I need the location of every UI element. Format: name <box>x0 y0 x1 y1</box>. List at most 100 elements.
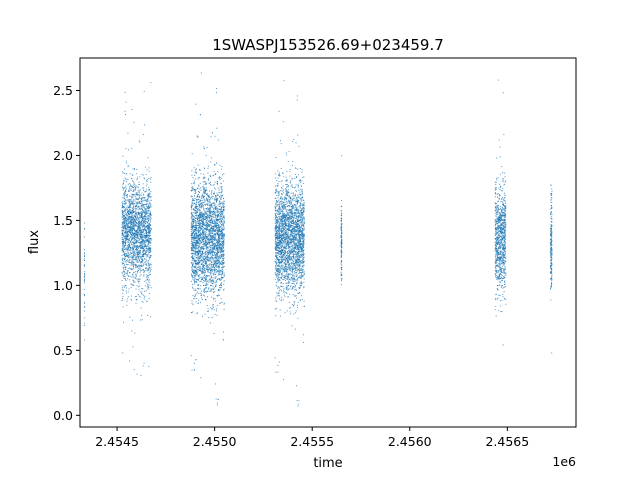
data-point <box>126 259 128 261</box>
data-point <box>127 206 129 208</box>
data-point <box>216 250 218 252</box>
data-point <box>194 225 196 227</box>
data-point <box>217 214 219 216</box>
data-point <box>194 245 196 247</box>
data-point <box>125 290 127 292</box>
data-point <box>216 198 218 200</box>
data-point <box>217 262 219 264</box>
data-point <box>123 246 125 248</box>
data-point <box>204 213 206 215</box>
data-point <box>222 238 224 240</box>
data-point <box>123 270 125 272</box>
data-point <box>213 274 215 276</box>
data-point <box>140 244 142 246</box>
data-point <box>135 256 137 258</box>
data-point <box>207 167 209 169</box>
data-point <box>139 222 141 224</box>
data-point <box>135 229 137 231</box>
data-point <box>143 216 145 218</box>
data-point <box>193 271 195 273</box>
data-point <box>140 224 142 226</box>
data-point <box>204 176 206 178</box>
data-point <box>146 276 148 278</box>
data-point <box>201 279 203 281</box>
data-point <box>211 220 213 222</box>
data-point <box>213 254 215 256</box>
data-point <box>214 313 216 315</box>
data-point <box>195 210 197 212</box>
data-point <box>131 215 133 217</box>
data-point <box>201 235 203 237</box>
data-point <box>223 255 225 257</box>
data-point <box>213 207 215 209</box>
data-point <box>197 268 199 270</box>
data-point <box>144 204 146 206</box>
data-point <box>149 248 151 250</box>
data-point <box>147 215 149 217</box>
data-point <box>128 253 130 255</box>
data-point <box>132 250 134 252</box>
data-point <box>218 231 220 233</box>
data-point <box>131 226 133 228</box>
data-point <box>195 205 197 207</box>
data-point <box>129 230 131 232</box>
data-point <box>211 263 213 265</box>
data-point <box>146 183 148 185</box>
data-point <box>201 234 203 236</box>
data-point <box>136 179 138 181</box>
data-point <box>136 247 138 249</box>
data-point <box>138 201 140 203</box>
data-point <box>127 257 129 259</box>
data-point <box>200 234 202 236</box>
data-point <box>142 234 144 236</box>
data-point <box>204 199 206 201</box>
data-point <box>150 214 152 216</box>
data-point <box>193 180 195 182</box>
data-point <box>124 273 126 275</box>
data-point <box>123 246 125 248</box>
data-point <box>205 232 207 234</box>
data-point <box>141 216 143 218</box>
data-point <box>121 216 123 218</box>
data-point <box>206 192 208 194</box>
data-point <box>126 255 128 257</box>
data-point <box>198 195 200 197</box>
data-point <box>205 210 207 212</box>
data-point <box>123 224 125 226</box>
data-point <box>217 219 219 221</box>
data-point <box>197 236 199 238</box>
data-point <box>211 192 213 194</box>
data-point <box>133 229 135 231</box>
data-point <box>125 225 127 227</box>
data-point <box>223 331 224 333</box>
data-point <box>210 222 212 224</box>
data-point <box>201 278 203 280</box>
data-point <box>212 243 214 245</box>
data-point <box>140 221 142 223</box>
data-point <box>205 299 207 301</box>
data-point <box>217 230 219 232</box>
data-point <box>198 250 200 252</box>
data-point <box>211 256 213 258</box>
data-point <box>135 193 137 195</box>
data-point <box>148 189 150 191</box>
data-point <box>146 282 148 284</box>
data-point <box>209 211 211 213</box>
data-point <box>200 229 202 231</box>
data-point <box>216 314 218 316</box>
data-point <box>144 249 146 251</box>
data-point <box>136 230 138 232</box>
data-point <box>135 257 137 259</box>
data-point <box>207 266 209 268</box>
data-point <box>122 225 124 227</box>
data-point <box>126 228 128 230</box>
data-point <box>194 281 196 283</box>
data-point <box>194 269 196 271</box>
data-point <box>127 230 129 232</box>
data-point <box>146 204 148 206</box>
data-point <box>132 213 134 215</box>
data-point <box>135 273 137 275</box>
data-point <box>222 233 224 235</box>
data-point <box>215 219 217 221</box>
data-point <box>144 225 146 227</box>
